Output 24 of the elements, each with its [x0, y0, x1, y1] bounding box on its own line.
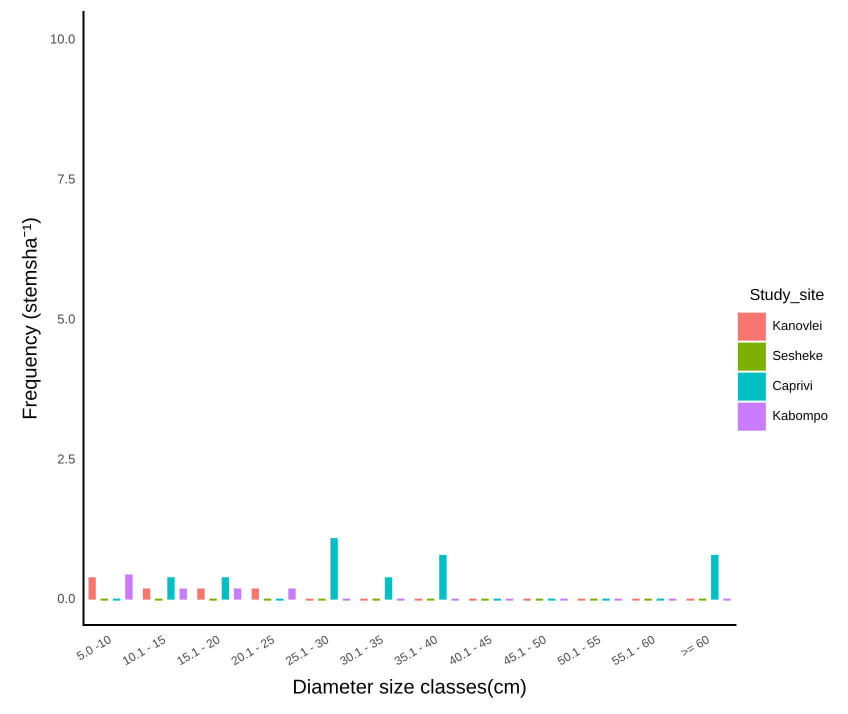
x-tick-label: 25.1 - 30	[283, 632, 332, 668]
y-tick-label: 5.0	[57, 311, 76, 326]
y-tick-label: 2.5	[57, 451, 76, 466]
x-tick-label: 30.1 - 35	[338, 632, 386, 668]
x-tick-label: 10.1 - 15	[120, 632, 168, 668]
y-tick-label: 7.5	[57, 171, 76, 186]
x-tick-label: 15.1 - 20	[174, 632, 223, 668]
x-tick-label: 40.1 - 45	[446, 632, 495, 668]
y-tick-label: 0.0	[57, 591, 76, 606]
x-tick-label: 45.1 - 50	[500, 632, 549, 668]
x-tick-label: 35.1 - 40	[392, 632, 440, 668]
y-axis-title: Frequency (stemsha⁻¹)	[20, 217, 42, 420]
legend-label: Kanovlei	[772, 318, 822, 334]
x-tick-label: 5.0 -10	[74, 632, 114, 664]
x-tick-label: 55.1 - 60	[609, 632, 658, 668]
legend-title: Study_site	[750, 286, 824, 304]
legend-label: Kabompo	[772, 408, 828, 424]
x-tick-label: 50.1 - 55	[555, 632, 604, 668]
y-tick-label: 10.0	[50, 32, 76, 47]
x-tick-label: 20.1 - 25	[228, 632, 278, 668]
legend-label: Sesheke	[772, 348, 823, 364]
x-tick-label: >= 60	[678, 632, 712, 660]
x-axis-title: Diameter size classes(cm)	[292, 676, 527, 699]
legend-label: Caprivi	[772, 378, 813, 394]
